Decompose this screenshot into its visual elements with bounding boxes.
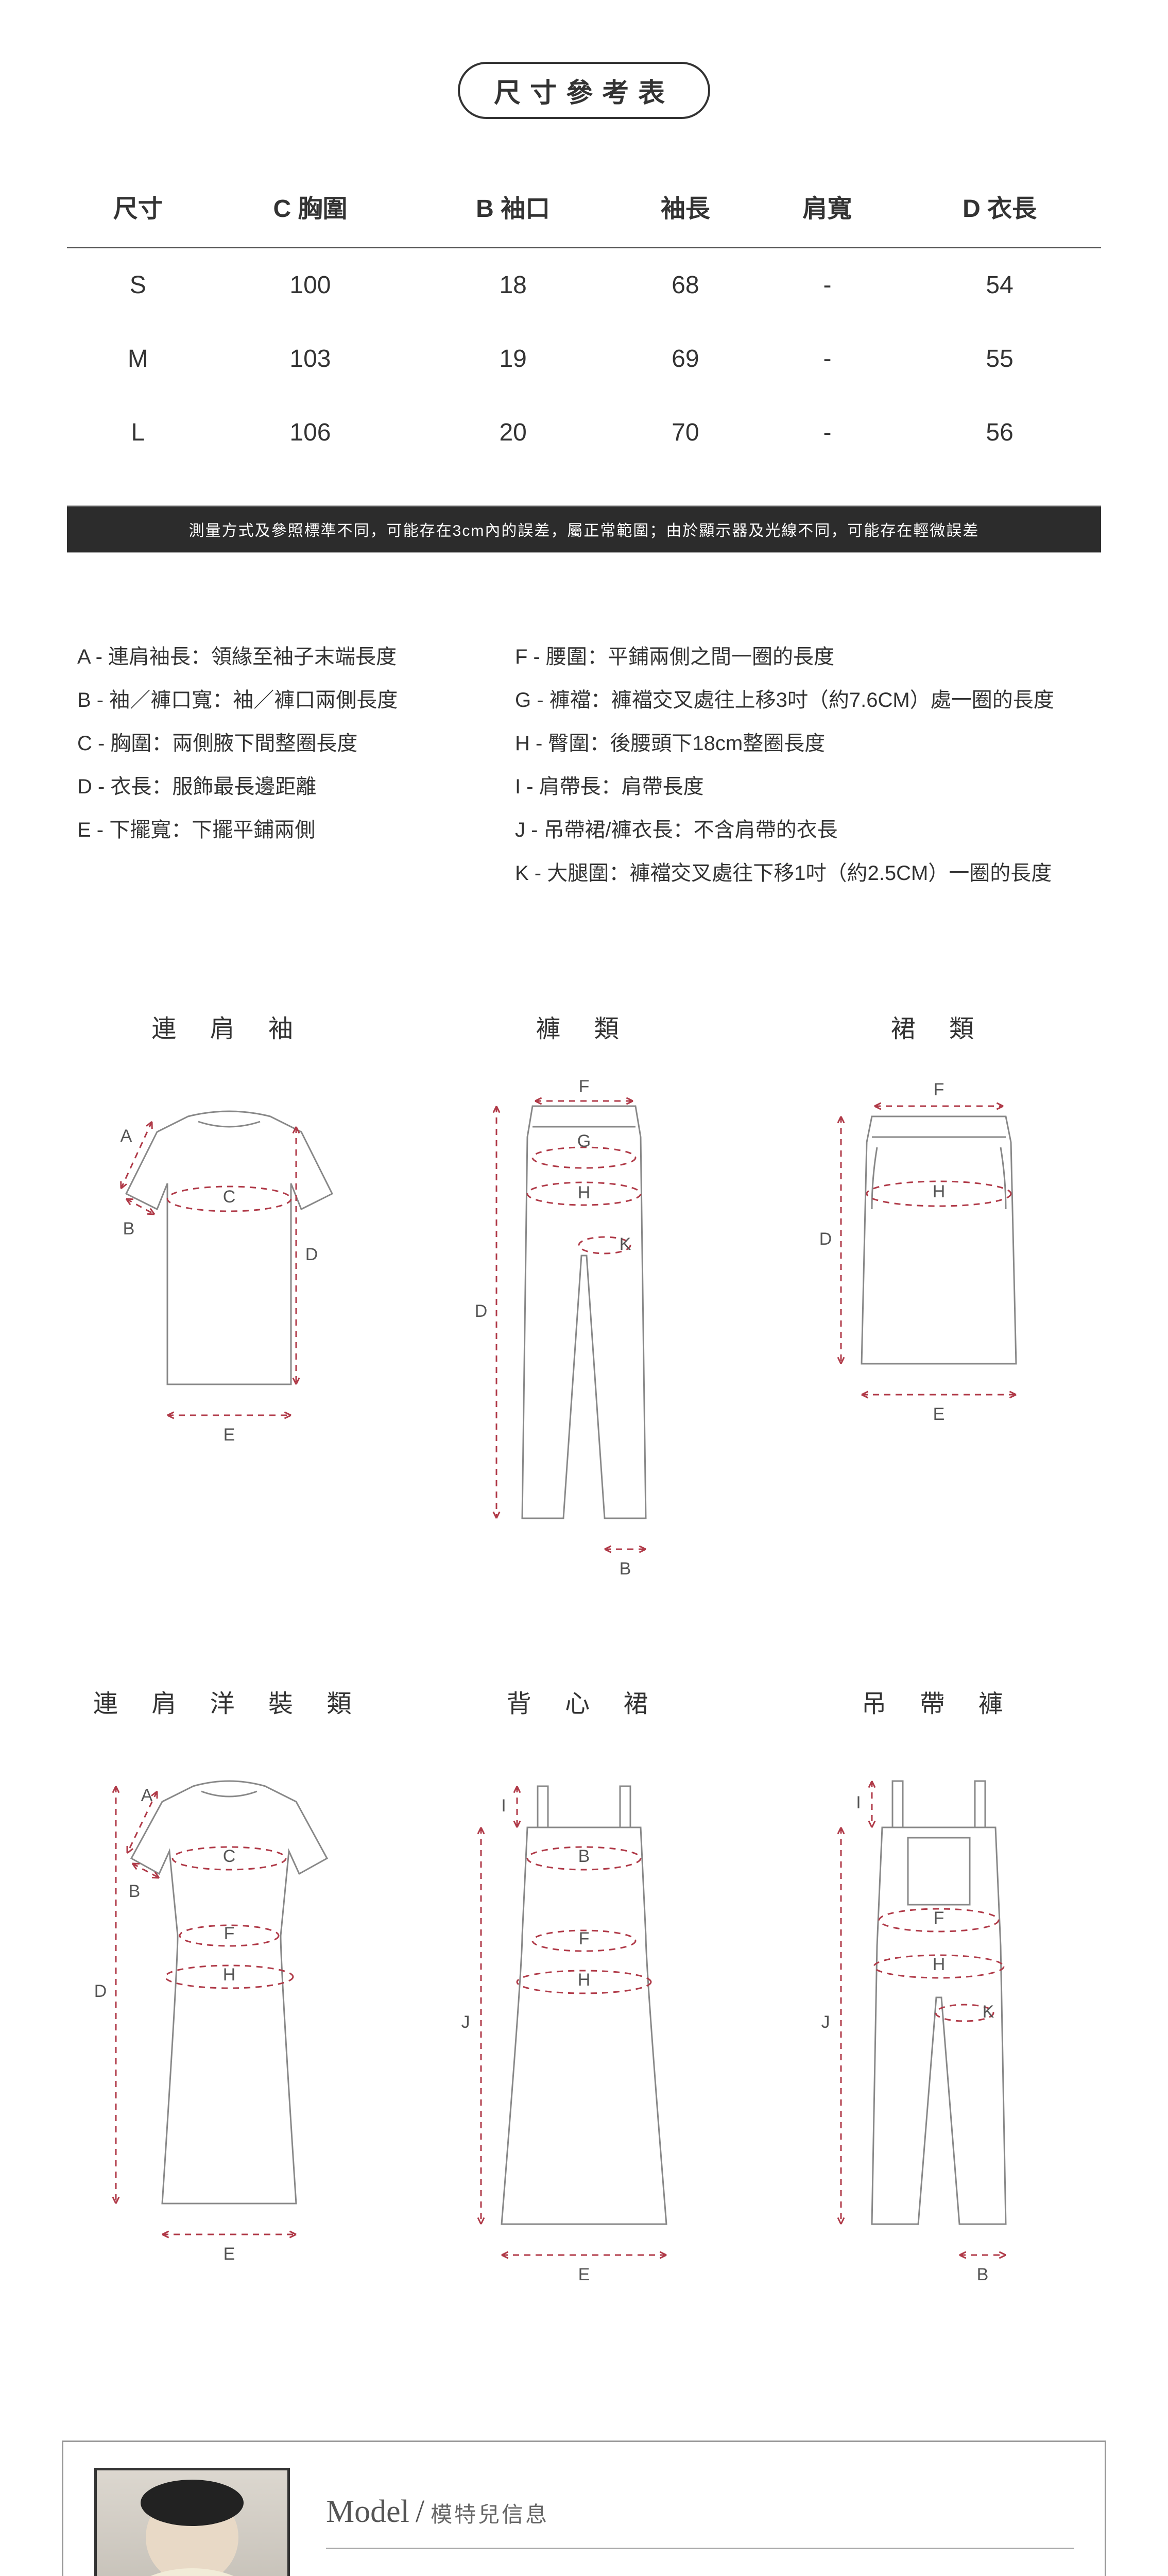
svg-text:E: E: [223, 1425, 235, 1445]
page-title: 尺寸參考表: [458, 62, 710, 119]
diagram: 背 心 裙 I B F H J E: [422, 1683, 746, 2296]
svg-text:F: F: [224, 1924, 234, 1943]
model-info-box: @蕭蕭 Model/模特兒信息 身高：168cm 試穿尺寸：M / 均碼 體重：…: [62, 2441, 1106, 2576]
table-header: D 衣長: [898, 165, 1101, 248]
diagram-title: 連 肩 袖: [67, 1008, 391, 1044]
svg-text:H: H: [578, 1970, 591, 1990]
svg-text:K: K: [983, 2002, 994, 2022]
svg-text:F: F: [934, 1080, 944, 1099]
svg-text:B: B: [977, 2265, 989, 2284]
svg-text:H: H: [933, 1955, 946, 1974]
size-table: 尺寸C 胸圍B 袖口袖長肩寬D 衣長 S1001868-54M1031969-5…: [67, 165, 1101, 469]
svg-text:H: H: [933, 1182, 946, 1201]
svg-text:I: I: [501, 1796, 506, 1816]
svg-text:B: B: [620, 1559, 631, 1579]
table-row: S1001868-54: [67, 248, 1101, 323]
svg-text:B: B: [123, 1219, 134, 1239]
legend-item: A - 連肩袖長：領緣至袖子末端長度: [77, 635, 479, 679]
svg-text:B: B: [578, 1846, 590, 1866]
diagram: 連 肩 洋 裝 類 C F H A B D E: [67, 1683, 391, 2296]
svg-text:E: E: [933, 1404, 945, 1424]
legend-item: H - 臀圍：後腰頭下18cm整圈長度: [515, 722, 1054, 765]
svg-text:I: I: [856, 1793, 861, 1812]
svg-text:F: F: [579, 1929, 590, 1948]
legend-item: F - 腰圍：平鋪兩側之間一圈的長度: [515, 635, 1054, 679]
svg-text:D: D: [475, 1301, 488, 1321]
svg-text:C: C: [222, 1846, 235, 1866]
svg-text:A: A: [141, 1786, 152, 1805]
svg-text:C: C: [222, 1187, 235, 1207]
svg-text:J: J: [461, 2012, 470, 2032]
diagram-title: 背 心 裙: [422, 1683, 746, 1719]
model-avatar: [94, 2468, 290, 2576]
svg-text:E: E: [223, 2244, 235, 2264]
svg-text:D: D: [819, 1229, 832, 1249]
model-heading: Model/模特兒信息: [326, 2494, 1074, 2530]
diagram-title: 褲 類: [422, 1008, 746, 1044]
table-header: 肩寬: [757, 165, 899, 248]
table-header: 袖長: [614, 165, 757, 248]
legend-item: E - 下擺寬：下擺平鋪兩側: [77, 808, 479, 852]
diagram: 裙 類 F H D E: [777, 1008, 1101, 1590]
svg-text:F: F: [579, 1077, 590, 1096]
table-row: L1062070-56: [67, 396, 1101, 469]
svg-text:K: K: [620, 1234, 631, 1254]
table-header: C 胸圍: [209, 165, 412, 248]
legend-item: D - 衣長：服飾最長邊距離: [77, 765, 479, 808]
svg-text:H: H: [578, 1183, 591, 1202]
model-trysize: 試穿尺寸：M / 均碼: [731, 2571, 1074, 2576]
measurement-legend: A - 連肩袖長：領緣至袖子末端長度B - 袖／褲口寬：袖／褲口兩側長度C - …: [67, 635, 1101, 895]
legend-item: G - 褲襠：褲襠交叉處往上移3吋（約7.6CM）處一圈的長度: [515, 679, 1054, 722]
svg-text:F: F: [934, 1908, 944, 1928]
legend-item: I - 肩帶長：肩帶長度: [515, 765, 1054, 808]
legend-item: K - 大腿圍：褲襠交叉處往下移1吋（約2.5CM）一圈的長度: [515, 852, 1054, 895]
diagram-title: 裙 類: [777, 1008, 1101, 1044]
diagram-grid: 連 肩 袖 C A B D E 褲 類 F G H K D B 裙 類 F H D E 連 肩 洋 裝 類 C F H A B…: [67, 1008, 1101, 2296]
svg-text:B: B: [128, 1882, 140, 1901]
table-row: M1031969-55: [67, 322, 1101, 396]
diagram-title: 連 肩 洋 裝 類: [67, 1683, 391, 1719]
svg-text:H: H: [222, 1965, 235, 1985]
diagram-title: 吊 帶 褲: [777, 1683, 1101, 1719]
diagram: 吊 帶 褲 I F H K J B: [777, 1683, 1101, 2296]
svg-text:A: A: [120, 1126, 132, 1146]
disclaimer-bar: 測量方式及參照標準不同，可能存在3cm內的誤差，屬正常範圍；由於顯示器及光線不同…: [67, 505, 1101, 553]
svg-text:J: J: [821, 2012, 830, 2032]
svg-text:G: G: [577, 1131, 591, 1151]
legend-item: C - 胸圍：兩側腋下間整圈長度: [77, 722, 479, 765]
table-header: B 袖口: [411, 165, 614, 248]
diagram: 褲 類 F G H K D B: [422, 1008, 746, 1590]
model-height: 身高：168cm: [326, 2571, 669, 2576]
svg-text:D: D: [305, 1245, 318, 1264]
diagram: 連 肩 袖 C A B D E: [67, 1008, 391, 1590]
svg-text:E: E: [578, 2265, 590, 2284]
legend-item: J - 吊帶裙/褲衣長：不含肩帶的衣長: [515, 808, 1054, 852]
svg-text:D: D: [94, 1981, 107, 2001]
legend-item: B - 袖／褲口寬：袖／褲口兩側長度: [77, 679, 479, 722]
table-header: 尺寸: [67, 165, 209, 248]
